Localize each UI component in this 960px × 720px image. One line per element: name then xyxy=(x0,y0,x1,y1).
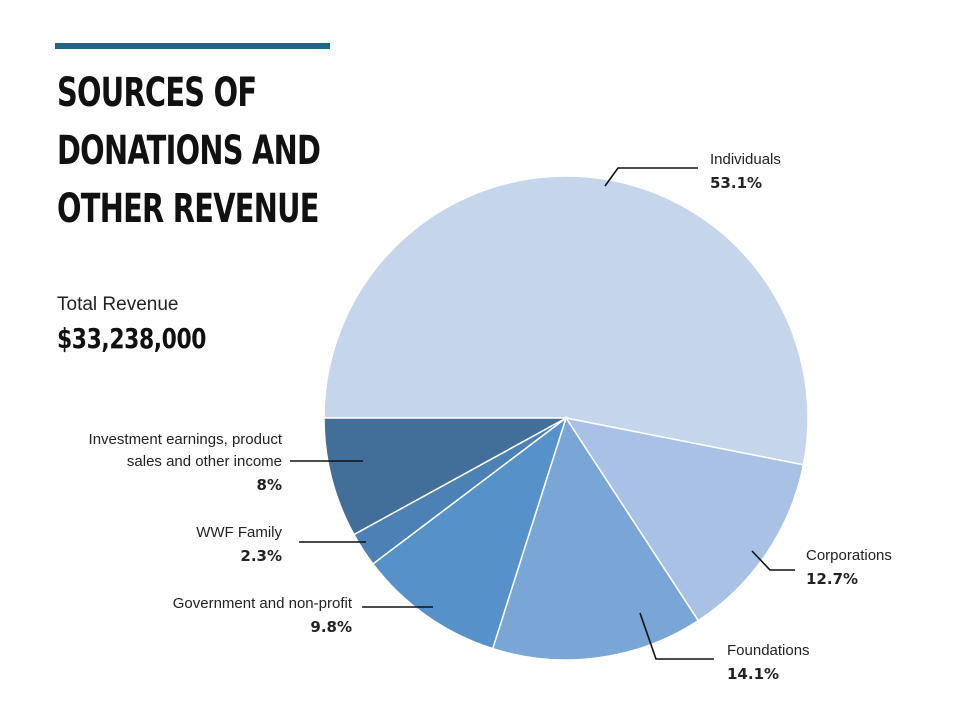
leader-line-foundations xyxy=(639,612,714,660)
total-revenue-label: Total Revenue xyxy=(57,294,179,315)
slice-percent-foundations: 14.1% xyxy=(727,665,779,683)
slice-label-investment-earnings-product-sales-and-other-income-line-1: Investment earnings, product xyxy=(89,431,283,448)
pie-slices xyxy=(323,175,809,661)
title-line-1: SOURCES OF xyxy=(57,70,257,116)
slice-percent-wwf-family: 2.3% xyxy=(240,547,282,565)
slice-label-corporations: Corporations xyxy=(806,547,892,564)
pie-slice-investment-earnings-product-sales-and-other-income xyxy=(323,417,567,536)
slice-percent-individuals: 53.1% xyxy=(710,174,762,192)
slice-label-investment-earnings-product-sales-and-other-income-line-2: sales and other income xyxy=(127,453,282,470)
slice-label-government-and-non-profit: Government and non-profit xyxy=(173,595,353,612)
slice-label-wwf-family: WWF Family xyxy=(196,524,282,541)
leader-lines xyxy=(290,167,795,660)
pie-slice-corporations xyxy=(564,416,805,622)
leader-line-corporations xyxy=(751,550,795,571)
title-accent-bar xyxy=(55,43,330,49)
leader-line-individuals xyxy=(604,167,698,187)
pie-slice-foundations xyxy=(491,416,700,661)
slice-label-individuals: Individuals xyxy=(710,151,781,168)
slice-percent-corporations: 12.7% xyxy=(806,570,858,588)
slice-label-foundations: Foundations xyxy=(727,642,810,659)
slice-labels: Individuals 53.1% Corporations 12.7% Foundat… xyxy=(89,151,892,683)
pie-slice-government-and-non-profit xyxy=(371,415,568,650)
slice-percent-investment-earnings-product-sales-and-other-income: 8% xyxy=(257,476,282,494)
pie-slice-individuals xyxy=(323,175,809,466)
slice-percent-government-and-non-profit: 9.8% xyxy=(310,618,352,636)
total-revenue-value: $33,238,000 xyxy=(57,322,207,355)
